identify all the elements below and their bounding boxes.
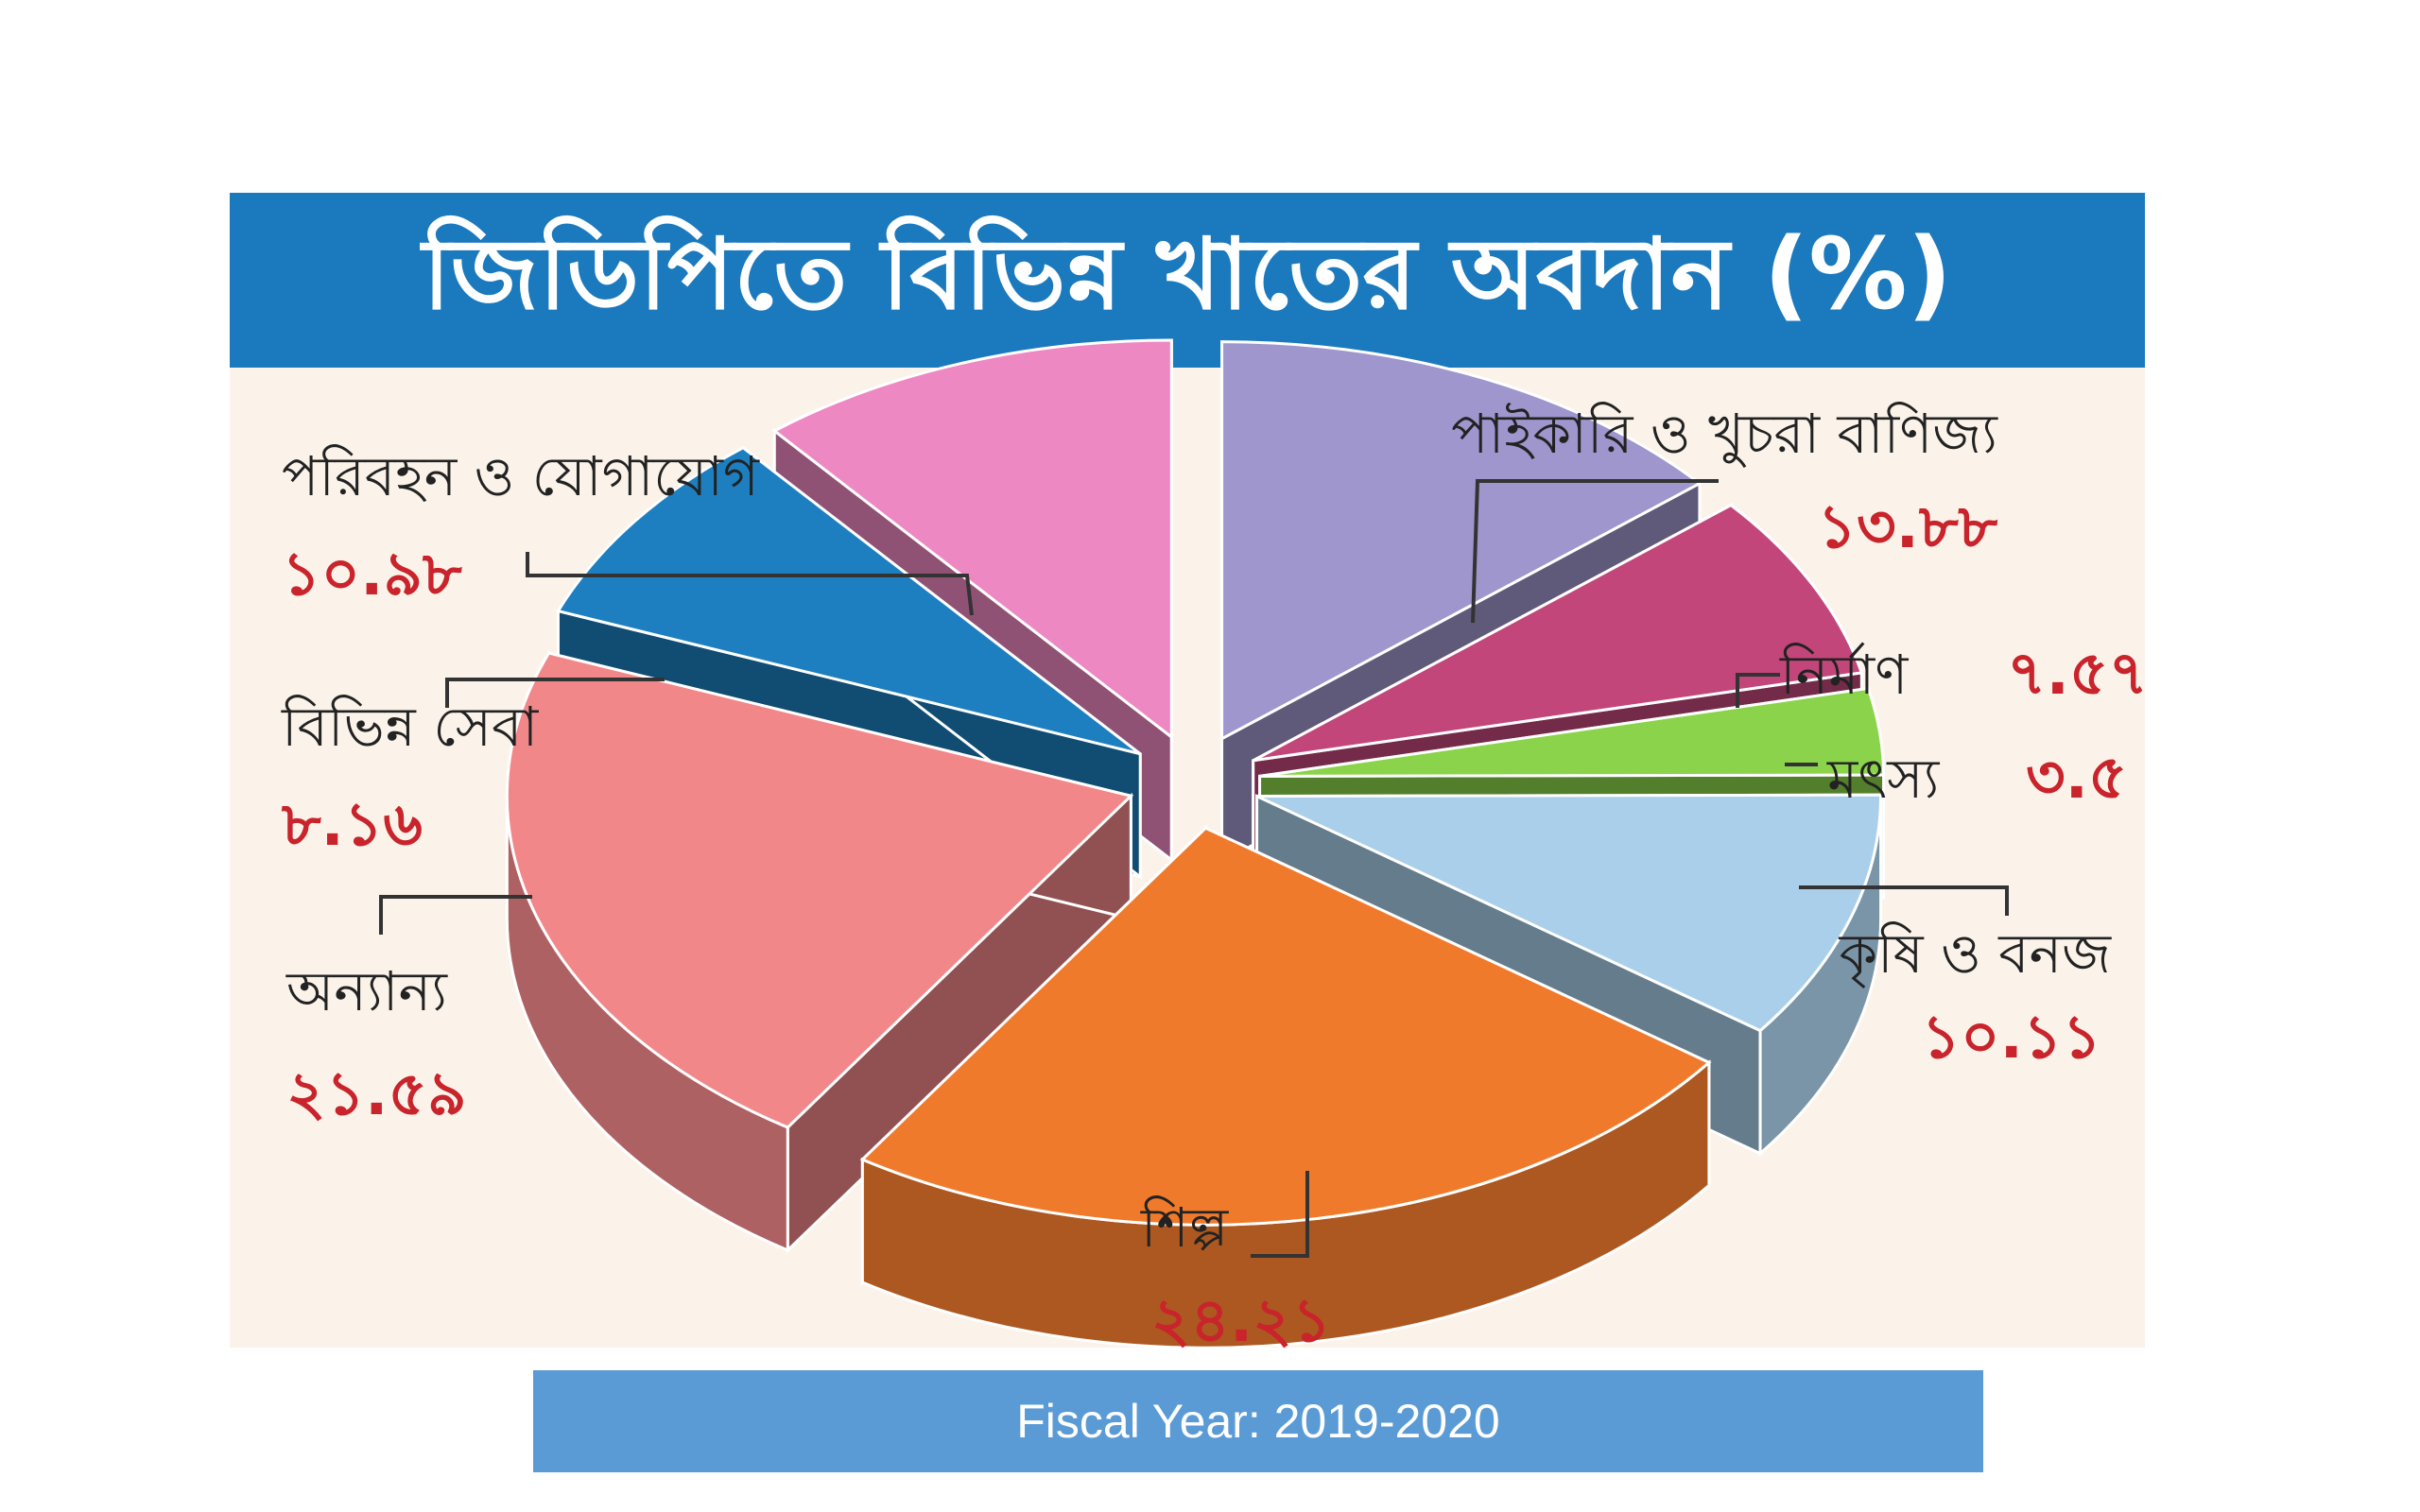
slice-value-label: ৩.৫ xyxy=(2026,743,2127,813)
leader-line xyxy=(1471,479,1719,624)
pie-slice xyxy=(556,446,1142,756)
pie-slice xyxy=(771,338,1173,740)
slice-value-label: ১৩.৮৮ xyxy=(1817,492,1997,562)
pie-slice xyxy=(859,826,1712,1227)
pie-slice xyxy=(1220,340,1703,742)
pie-slice xyxy=(1252,503,1864,763)
pie-slice xyxy=(1255,793,1883,1033)
fiscal-year-text: Fiscal Year: 2019-2020 xyxy=(1016,1395,1500,1448)
pie-slices xyxy=(505,338,1886,1349)
chart-title: জিডিপিতে বিভিন্ন খাতের অবদান (%) xyxy=(423,215,1952,332)
slice-value-label: ৮.১৬ xyxy=(281,790,423,860)
leader-line xyxy=(1251,1171,1309,1258)
slice-value-label: ২১.৫৯ xyxy=(286,1059,467,1129)
slice-value-label: ১০.৯৮ xyxy=(282,540,462,610)
slice-name-label: নির্মাণ xyxy=(1779,642,1909,707)
slice-name-label: কৃষি ও বনজ xyxy=(1838,921,2112,988)
slice-value-label: ৭.৫৭ xyxy=(2007,639,2148,709)
slice-value-label: ১০.১১ xyxy=(1921,1003,2101,1073)
slice-name-label: অন্যান্য xyxy=(285,959,448,1023)
slice-name-label: মৎস্য xyxy=(1826,747,1941,811)
leader-lines xyxy=(379,479,2009,1258)
pie-chart: পাইকারি ও খুচরা বাণিজ্য ১৩.৮৮ নির্মাণ ৭.৫৭ ম… xyxy=(281,338,2148,1356)
pie-slice-group xyxy=(859,824,1712,1349)
pie-slice xyxy=(505,651,1134,1129)
fiscal-year-band: Fiscal Year: 2019-2020 xyxy=(533,1370,1983,1472)
pie-slice-group xyxy=(505,651,1134,1254)
leader-line xyxy=(1799,885,2009,916)
leader-line xyxy=(445,678,665,708)
slice-name-label: শিল্প xyxy=(1140,1195,1230,1260)
slice-name-label: পাইকারি ও খুচরা বাণিজ্য xyxy=(1451,402,1998,468)
pie-slice xyxy=(1259,686,1886,778)
pie-labels: পাইকারি ও খুচরা বাণিজ্য ১৩.৮৮ নির্মাণ ৭.৫৭ ম… xyxy=(281,402,2148,1356)
leader-line xyxy=(526,552,974,616)
leader-line xyxy=(1736,673,1780,708)
slice-name-label: পরিবহন ও যোগাযোগ xyxy=(282,444,760,508)
leader-line xyxy=(379,895,532,935)
slice-value-label: ২৪.২১ xyxy=(1151,1286,1332,1356)
title-band: জিডিপিতে বিভিন্ন খাতের অবদান (%) xyxy=(230,193,2145,368)
slice-name-label: বিভিন্ন সেবা xyxy=(281,695,539,759)
